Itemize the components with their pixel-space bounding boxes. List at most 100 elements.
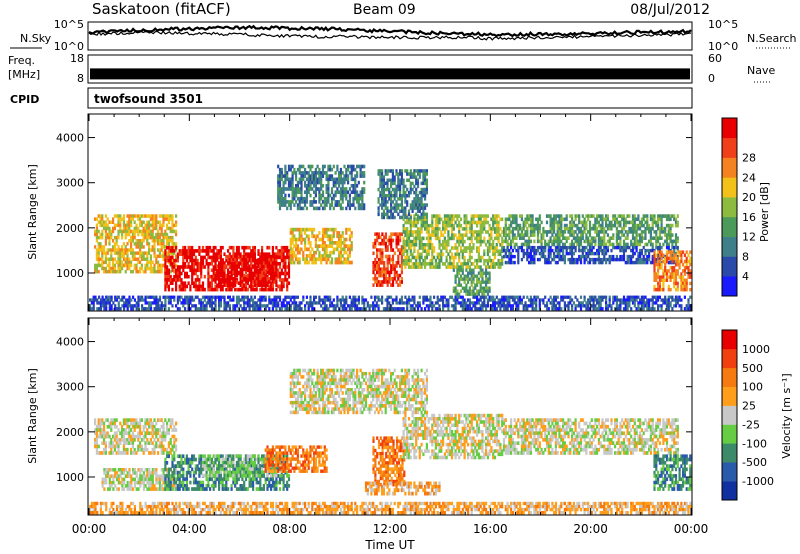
echo-cell <box>210 281 213 285</box>
echo-cell <box>191 265 194 269</box>
echo-cell <box>130 214 133 218</box>
echo-cell <box>357 206 360 211</box>
echo-cell <box>497 230 500 234</box>
echo-cell <box>133 298 136 302</box>
echo-cell <box>300 190 303 194</box>
echo-cell <box>264 284 267 289</box>
echo-cell <box>631 217 635 222</box>
echo-cell <box>323 247 326 252</box>
echo-cell <box>631 223 635 228</box>
echo-cell <box>622 242 626 247</box>
echo-cell <box>397 261 400 265</box>
echo-cell <box>592 245 595 250</box>
echo-cell <box>470 274 473 278</box>
echo-cell <box>144 301 147 305</box>
echo-cell <box>454 265 457 269</box>
echo-cell <box>397 181 400 186</box>
echo-cell <box>431 246 434 250</box>
echo-cell <box>97 269 100 274</box>
echo-cell <box>418 246 421 250</box>
echo-cell <box>402 243 405 247</box>
echo-cell <box>536 236 540 240</box>
echo-cell <box>524 223 527 228</box>
echo-cell <box>395 172 398 176</box>
echo-cell <box>554 233 557 237</box>
echo-cell <box>108 232 111 237</box>
echo-cell <box>293 260 296 265</box>
echo-cell <box>321 227 325 232</box>
echo-cell <box>481 271 484 275</box>
echo-cell <box>212 307 215 311</box>
echo-cell <box>515 226 518 231</box>
echo-cell <box>307 184 310 188</box>
echo-cell <box>187 265 190 269</box>
echo-cell <box>420 252 423 257</box>
echo-cell <box>232 249 235 253</box>
echo-cell <box>610 242 613 247</box>
echo-cell <box>488 274 491 278</box>
echo-cell <box>262 261 265 265</box>
echo-cell <box>341 187 344 191</box>
echo-cell <box>622 251 626 256</box>
echo-cell <box>590 251 593 256</box>
echo-cell <box>485 283 488 287</box>
echo-cell <box>528 251 531 256</box>
echo-cell <box>436 236 439 241</box>
echo-cell <box>531 214 534 218</box>
echo-cell <box>465 286 468 290</box>
echo-cell <box>323 196 326 201</box>
echo-cell <box>255 304 258 308</box>
echo-cell <box>397 238 400 243</box>
echo-cell <box>151 248 154 252</box>
echo-cell <box>126 254 129 258</box>
echo-cell <box>520 214 523 218</box>
echo-cell <box>230 268 233 273</box>
echo-cell <box>311 301 314 305</box>
echo-cell <box>164 307 167 311</box>
echo-cell <box>89 304 92 308</box>
echo-cell <box>506 245 509 250</box>
echo-cell <box>98 307 101 311</box>
echo-cell <box>182 249 185 253</box>
echo-cell <box>359 171 362 175</box>
echo-cell <box>144 214 147 218</box>
echo-cell <box>501 255 504 260</box>
echo-cell <box>571 239 574 244</box>
echo-cell <box>560 245 563 250</box>
echo-cell <box>606 245 609 250</box>
echo-cell <box>198 278 201 282</box>
echo-cell <box>241 307 244 311</box>
echo-cell <box>158 251 161 255</box>
echo-cell <box>248 277 251 281</box>
echo-cell <box>583 223 586 228</box>
echo-cell <box>662 275 665 279</box>
echo-cell <box>587 242 590 247</box>
echo-cell <box>119 226 122 231</box>
echo-cell <box>304 227 307 232</box>
echo-cell <box>348 250 351 255</box>
echo-cell <box>549 260 552 265</box>
echo-cell <box>348 237 351 242</box>
echo-cell <box>497 265 500 269</box>
echo-cell <box>581 254 584 259</box>
echo-cell <box>673 284 676 289</box>
echo-cell <box>465 223 468 228</box>
echo-cell <box>667 284 670 289</box>
echo-cell <box>244 307 248 311</box>
echo-cell <box>237 245 240 250</box>
echo-cell <box>105 304 108 308</box>
echo-cell <box>307 190 310 194</box>
echo-cell <box>418 175 421 179</box>
echo-cell <box>171 278 174 282</box>
echo-cell <box>318 190 321 194</box>
echo-cell <box>397 254 400 259</box>
echo-cell <box>257 298 260 302</box>
echo-cell <box>424 194 427 198</box>
echo-cell <box>289 250 292 255</box>
echo-cell <box>97 251 100 255</box>
echo-cell <box>377 209 380 213</box>
echo-cell <box>160 266 163 271</box>
echo-cell <box>158 248 161 252</box>
echo-cell <box>477 230 480 234</box>
echo-cell <box>164 274 167 279</box>
